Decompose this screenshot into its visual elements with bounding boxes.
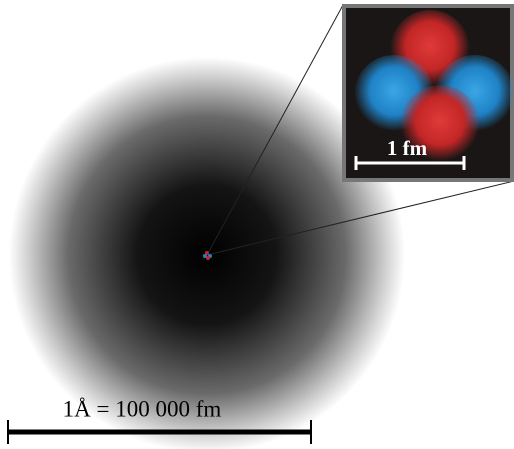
scale-label: 1Å = 100 000 fm xyxy=(63,396,222,421)
scale-bar xyxy=(7,420,312,444)
zoom-line xyxy=(206,4,344,256)
inset-scale-label: 1 fm xyxy=(387,136,428,160)
inset-scale-bar xyxy=(354,156,466,170)
zoom-line xyxy=(206,180,514,256)
nucleus xyxy=(203,251,212,260)
nucleus-zoom xyxy=(354,10,514,165)
